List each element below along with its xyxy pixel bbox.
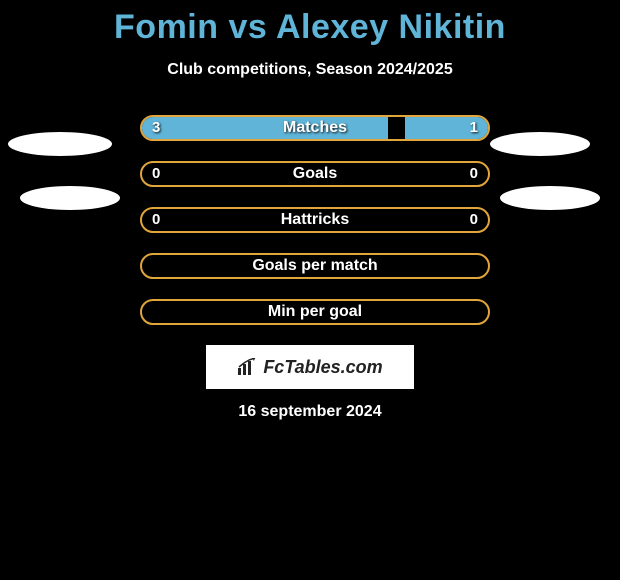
logo: FcTables.com <box>237 357 382 378</box>
stat-row: Min per goal <box>0 299 620 325</box>
date-label: 16 september 2024 <box>0 403 620 421</box>
stat-row: Matches31 <box>0 115 620 141</box>
stat-row: Goals00 <box>0 161 620 187</box>
subtitle: Club competitions, Season 2024/2025 <box>0 61 620 79</box>
bar-left-fill <box>142 117 388 139</box>
bar-track <box>140 253 490 279</box>
comparison-card: Fomin vs Alexey Nikitin Club competition… <box>0 8 620 421</box>
stat-row: Goals per match <box>0 253 620 279</box>
stat-row: Hattricks00 <box>0 207 620 233</box>
logo-box: FcTables.com <box>206 345 414 389</box>
page-title: Fomin vs Alexey Nikitin <box>0 8 620 47</box>
bar-track <box>140 299 490 325</box>
logo-text: FcTables.com <box>263 357 382 378</box>
bar-track <box>140 161 490 187</box>
bar-track <box>140 115 490 141</box>
bar-right-fill <box>405 117 488 139</box>
chart-icon <box>237 358 259 376</box>
bar-track <box>140 207 490 233</box>
